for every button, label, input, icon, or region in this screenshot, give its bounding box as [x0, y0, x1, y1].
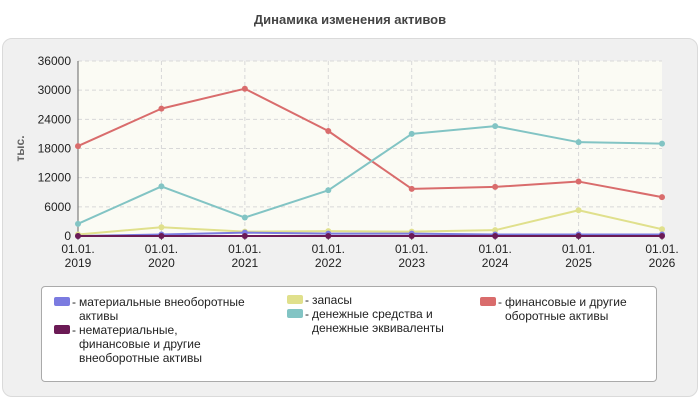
legend-label-line: финансовые и другие	[505, 295, 627, 309]
y-tick-label: 18000	[38, 142, 72, 156]
data-point	[408, 233, 415, 239]
legend-label-line: финансовые и другие	[79, 337, 201, 351]
data-point	[241, 214, 248, 221]
data-point	[659, 194, 665, 201]
legend-dash: -	[305, 293, 309, 307]
data-point	[158, 105, 165, 112]
legend-swatch	[287, 295, 303, 304]
data-point	[575, 139, 582, 146]
legend-swatch	[480, 297, 496, 306]
data-point	[325, 187, 332, 194]
legend-swatch	[54, 297, 70, 306]
data-point	[325, 233, 332, 239]
data-point	[575, 233, 582, 239]
legend-label: запасы	[312, 293, 352, 307]
series-line	[77, 231, 662, 237]
data-point	[158, 233, 165, 239]
legend-label: материальные внеоборотные активы	[79, 295, 245, 323]
legend-dash: -	[305, 307, 309, 321]
data-point	[575, 207, 582, 214]
data-point	[158, 183, 165, 190]
legend-label-line: оборотные активы	[505, 309, 609, 323]
x-tick-label: 01.01. 2021	[228, 242, 261, 270]
data-point	[408, 130, 415, 137]
legend-label-line: денежные эквиваленты	[312, 321, 444, 335]
data-point	[492, 227, 499, 234]
legend-label: финансовые и другие оборотные активы	[505, 295, 627, 323]
data-point	[241, 85, 248, 92]
series-line	[77, 125, 663, 225]
data-point	[492, 183, 499, 190]
data-point	[158, 224, 165, 231]
legend-dash: -	[72, 323, 76, 337]
legend-item: - запасы	[287, 293, 352, 307]
y-tick-label: 6000	[44, 200, 71, 214]
legend-item: - материальные внеоборотные активы	[54, 295, 245, 323]
legend-swatch	[54, 325, 70, 334]
legend-label-line: денежные средства и	[312, 307, 433, 321]
data-point	[408, 185, 415, 192]
legend-label: денежные средства и денежные эквиваленты	[312, 307, 444, 335]
data-point	[325, 128, 332, 134]
legend-item: - финансовые и другие оборотные активы	[480, 295, 627, 323]
legend-label-line: материальные внеоборотные	[79, 295, 245, 309]
legend-item: - нематериальные, финансовые и другие внеоб…	[54, 323, 202, 365]
data-point	[492, 123, 499, 130]
data-point	[659, 140, 665, 147]
legend-label: нематериальные, финансовые и другие внеобо…	[79, 323, 202, 365]
y-tick-label: 0	[64, 229, 71, 243]
legend-label-line: запасы	[312, 293, 352, 307]
y-tick-label: 12000	[38, 171, 72, 185]
series-line	[77, 209, 663, 236]
chart-legend: - материальные внеоборотные активы - нематер…	[41, 286, 657, 382]
chart-title: Динамика изменения активов	[253, 12, 447, 27]
legend-label-line: внеоборотные активы	[79, 351, 202, 365]
x-tick-label: 01.01. 2024	[478, 242, 511, 270]
data-point	[75, 220, 81, 227]
x-tick-label: 01.01. 2020	[145, 242, 178, 270]
data-point	[575, 178, 582, 185]
legend-swatch	[287, 309, 303, 318]
data-point	[659, 226, 665, 233]
y-axis-label: тыс.	[13, 135, 27, 161]
y-tick-label: 24000	[38, 112, 72, 126]
y-tick-label: 36000	[38, 54, 72, 68]
x-tick-label: 01.01. 2025	[562, 242, 595, 270]
legend-item: - денежные средства и денежные эквиваленты	[287, 307, 444, 335]
x-tick-label: 01.01. 2022	[312, 242, 345, 270]
x-tick-label: 01.01. 2026	[645, 242, 678, 270]
data-point	[492, 233, 499, 239]
legend-label-line: нематериальные,	[79, 323, 178, 337]
data-point	[75, 143, 81, 150]
series-line	[77, 87, 663, 199]
y-tick-label: 30000	[38, 83, 72, 97]
data-point	[241, 233, 248, 239]
x-tick-label: 01.01. 2019	[61, 242, 94, 270]
data-point	[659, 233, 665, 239]
legend-label-line: активы	[79, 309, 119, 323]
legend-dash: -	[498, 295, 502, 309]
x-tick-label: 01.01. 2023	[395, 242, 428, 270]
legend-dash: -	[72, 295, 76, 309]
data-point	[75, 233, 81, 239]
